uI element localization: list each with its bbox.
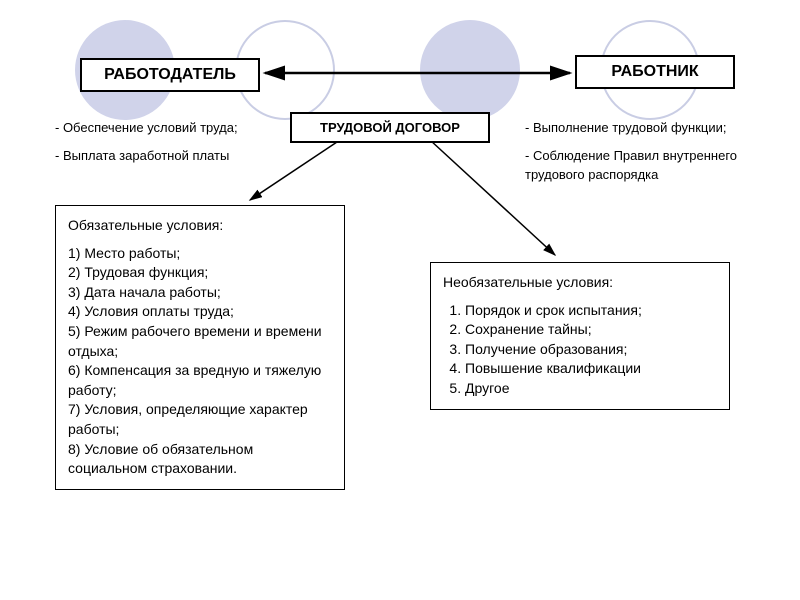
optional-item: Повышение квалификации (465, 359, 717, 379)
employer-label: РАБОТОДАТЕЛЬ (104, 66, 236, 83)
employee-duty-2: - Соблюдение Правил внутреннего трудовог… (525, 146, 785, 185)
optional-item: Сохранение тайны; (465, 320, 717, 340)
employer-duty-1: - Обеспечение условий труда; (55, 118, 285, 138)
mandatory-item: 7) Условия, определяющие характер работы… (68, 400, 332, 439)
employee-box: РАБОТНИК (575, 55, 735, 89)
employer-duties: - Обеспечение условий труда; - Выплата з… (55, 118, 285, 165)
bg-circle-3 (420, 20, 520, 120)
optional-title: Необязательные условия: (443, 273, 717, 293)
mandatory-item: 6) Компенсация за вредную и тяжелую рабо… (68, 361, 332, 400)
mandatory-item: 1) Место работы; (68, 244, 332, 264)
optional-item: Другое (465, 379, 717, 399)
mandatory-item: 5) Режим рабочего времени и времени отды… (68, 322, 332, 361)
contract-label: ТРУДОВОЙ ДОГОВОР (320, 120, 460, 135)
mandatory-item: 8) Условие об обязательном социальном ст… (68, 440, 332, 479)
mandatory-item: 3) Дата начала работы; (68, 283, 332, 303)
employee-label: РАБОТНИК (611, 63, 698, 80)
optional-item: Получение образования; (465, 340, 717, 360)
mandatory-title: Обязательные условия: (68, 216, 332, 236)
employer-duty-2: - Выплата заработной платы (55, 146, 285, 166)
employee-duties: - Выполнение трудовой функции; - Соблюде… (525, 118, 785, 185)
optional-box: Необязательные условия: Порядок и срок и… (430, 262, 730, 410)
mandatory-box: Обязательные условия: 1) Место работы; 2… (55, 205, 345, 490)
mandatory-item: 2) Трудовая функция; (68, 263, 332, 283)
employer-box: РАБОТОДАТЕЛЬ (80, 58, 260, 92)
contract-box: ТРУДОВОЙ ДОГОВОР (290, 112, 490, 143)
employee-duty-1: - Выполнение трудовой функции; (525, 118, 785, 138)
optional-item: Порядок и срок испытания; (465, 301, 717, 321)
mandatory-item: 4) Условия оплаты труда; (68, 302, 332, 322)
